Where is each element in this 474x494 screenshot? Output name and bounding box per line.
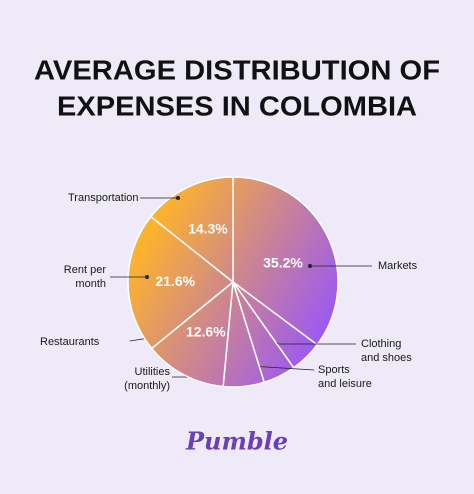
category-label: Rent per month	[63, 264, 106, 290]
leader-dot	[176, 196, 180, 200]
leader-dot	[145, 275, 149, 279]
value-label: 21.6%	[155, 273, 195, 289]
pie-slice	[127, 215, 235, 350]
leader-line	[249, 365, 315, 371]
category-label: Transportation	[68, 192, 139, 204]
leader-dot	[308, 264, 312, 268]
value-label: 12.6%	[186, 324, 226, 340]
category-label: Markets	[378, 260, 418, 272]
chart-title: EXPENSES IN COLOMBIA	[57, 90, 417, 121]
category-label: Sports and leisure	[318, 364, 372, 390]
pie-slice	[232, 176, 339, 346]
category-label: Utilities (monthly)	[124, 366, 170, 392]
pie-slice	[149, 176, 234, 284]
value-label: 35.2%	[263, 255, 303, 271]
logo: Pumble	[185, 427, 288, 456]
category-label: Clothing and shoes	[361, 338, 412, 364]
pie-slice	[150, 280, 234, 388]
value-label: 14.3%	[188, 221, 228, 237]
category-label: Restaurants	[40, 336, 100, 348]
chart-title: AVERAGE DISTRIBUTION OF	[34, 54, 440, 85]
